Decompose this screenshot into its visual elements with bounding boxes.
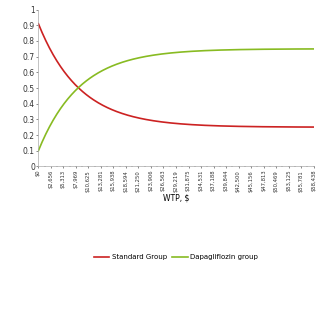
Dapagliflozin group	[37, 147, 41, 150]
Standard Group	[312, 125, 316, 129]
Legend: Standard Group, Dapagliflozin group: Standard Group, Dapagliflozin group	[91, 252, 261, 263]
Standard Group	[199, 123, 203, 127]
Standard Group	[268, 125, 272, 129]
Dapagliflozin group	[205, 49, 209, 52]
Dapagliflozin group	[286, 47, 290, 51]
Dapagliflozin group	[200, 49, 204, 53]
Standard Group	[205, 124, 209, 127]
Dapagliflozin group	[36, 149, 40, 153]
X-axis label: WTP, $: WTP, $	[163, 193, 189, 202]
Dapagliflozin group	[312, 47, 316, 51]
Standard Group	[37, 24, 41, 28]
Line: Dapagliflozin group: Dapagliflozin group	[38, 49, 314, 151]
Line: Standard Group: Standard Group	[38, 24, 314, 127]
Standard Group	[200, 123, 204, 127]
Standard Group	[36, 22, 40, 26]
Dapagliflozin group	[268, 47, 272, 51]
Standard Group	[286, 125, 290, 129]
Dapagliflozin group	[199, 49, 203, 53]
